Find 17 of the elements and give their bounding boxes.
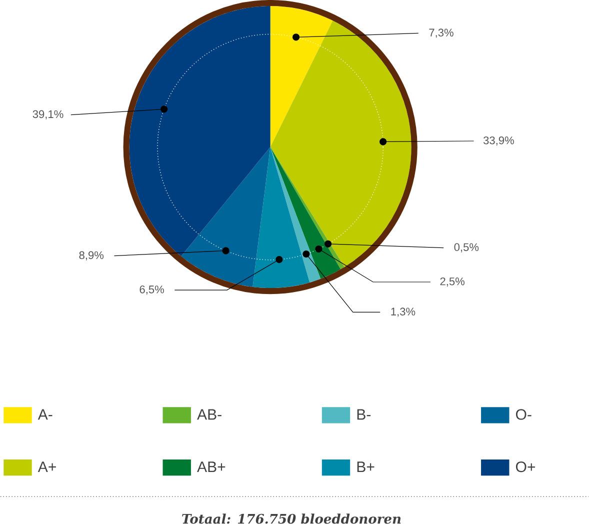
data-label: 8,9% xyxy=(79,251,104,260)
legend-label: O- xyxy=(516,409,532,420)
data-label: 1,3% xyxy=(391,308,416,317)
text: Totaal: 176.750 bloeddonoren xyxy=(182,514,401,524)
data-label: 0,5% xyxy=(454,243,479,252)
legend-label: AB+ xyxy=(197,462,226,472)
data-label: 2,5% xyxy=(440,277,464,287)
legend-label: O+ xyxy=(516,461,536,472)
legend-label: B+ xyxy=(357,462,374,472)
legend-label: B- xyxy=(357,409,371,420)
data-label: 6,5% xyxy=(140,285,164,295)
data-label: 33,9% xyxy=(483,136,514,146)
data-label: 39,1% xyxy=(32,110,64,120)
legend-label: A+ xyxy=(38,462,56,472)
legend-label: AB- xyxy=(197,409,222,420)
data-label: 7,3% xyxy=(429,28,454,38)
legend-label: A- xyxy=(38,409,52,420)
